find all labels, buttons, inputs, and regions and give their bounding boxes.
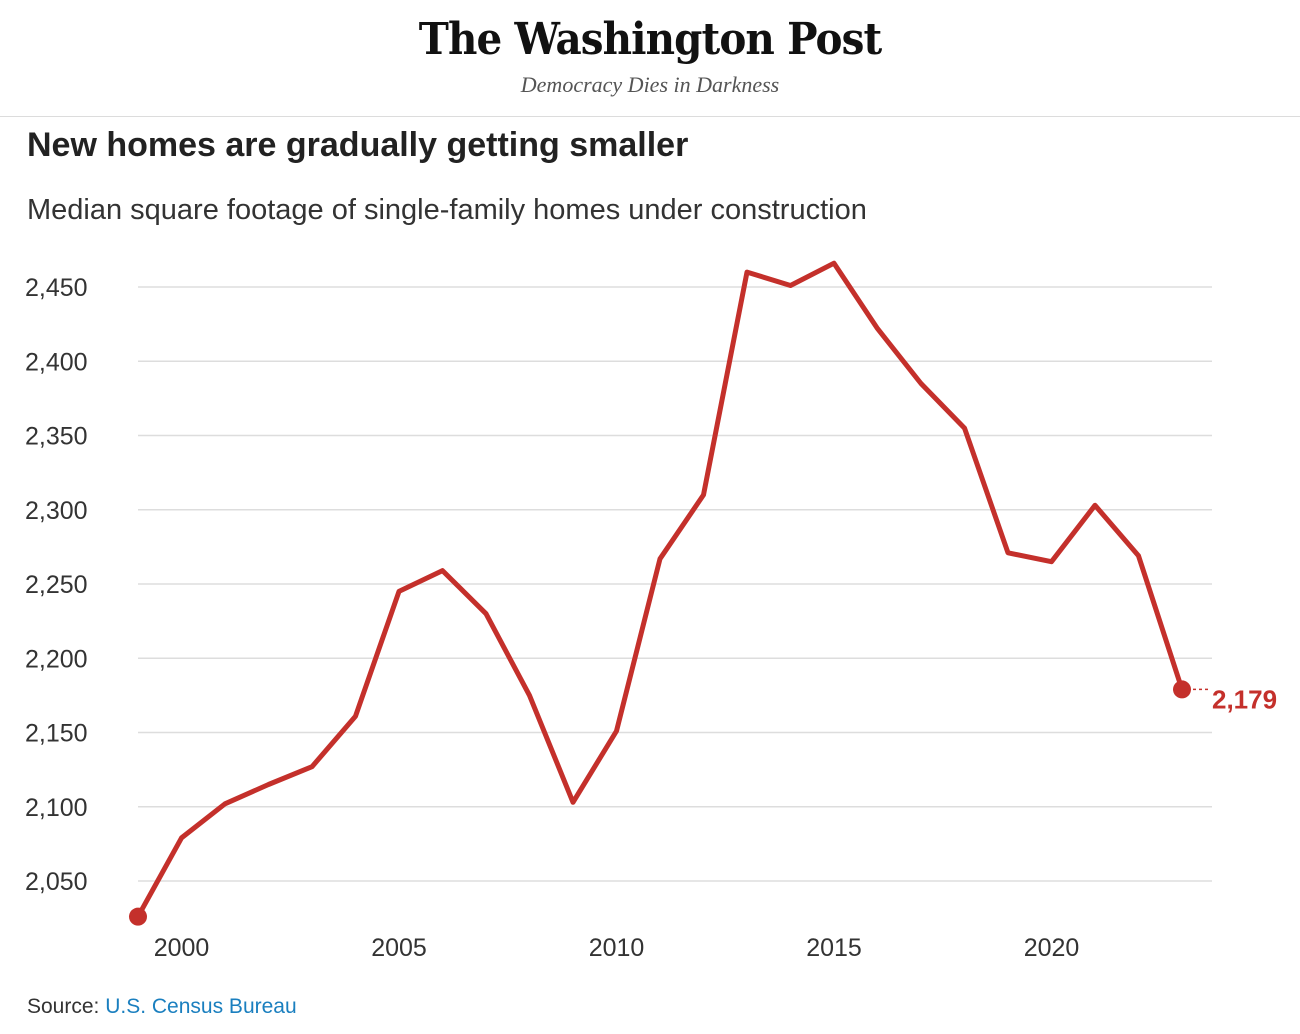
tagline: Democracy Dies in Darkness: [520, 72, 780, 97]
line-chart: 2,050 2,100 2,150 2,200 2,250 2,300 2,350 2,400…: [25, 260, 1277, 962]
x-tick-label-2020: 2020: [1024, 934, 1080, 962]
x-tick-label-2000: 2000: [154, 934, 210, 962]
end-point-marker: [1173, 680, 1191, 699]
series-line: [135, 260, 1185, 920]
end-value-label: 2,179: [1212, 684, 1277, 714]
y-tick-label-2200: 2,200: [25, 645, 88, 673]
y-tick-label-2150: 2,150: [25, 720, 88, 748]
y-tick-label-2400: 2,400: [25, 348, 88, 376]
x-tick-label-2005: 2005: [371, 934, 427, 962]
y-tick-label-2050: 2,050: [25, 868, 88, 896]
grid-lines: [138, 286, 1212, 882]
chart-title: New homes are gradually getting smaller: [27, 126, 689, 164]
y-axis-tick-labels: 2,050 2,100 2,150 2,200 2,250 2,300 2,350 2,400…: [25, 274, 88, 896]
x-tick-label-2015: 2015: [806, 934, 862, 962]
start-point-marker: [129, 907, 147, 926]
source-label: Source:: [27, 995, 100, 1018]
washington-post-logo: The Washington Post: [418, 14, 882, 65]
y-tick-label-2100: 2,100: [25, 794, 88, 822]
chart-subtitle: Median square footage of single-family h…: [27, 194, 867, 226]
x-axis-tick-labels: 2000 2005 2010 2015 2020: [154, 934, 1080, 962]
source-note: Source: U.S. Census Bureau: [27, 995, 297, 1019]
y-tick-label-2250: 2,250: [25, 571, 88, 599]
source-link[interactable]: U.S. Census Bureau: [105, 995, 297, 1018]
y-tick-label-2450: 2,450: [25, 274, 88, 302]
y-tick-label-2300: 2,300: [25, 497, 88, 525]
x-tick-label-2010: 2010: [589, 934, 645, 962]
masthead: The Washington Post Democracy Dies in Da…: [0, 0, 1300, 117]
y-tick-label-2350: 2,350: [25, 423, 88, 451]
series-median-square-footage: 2,179: [129, 260, 1277, 926]
